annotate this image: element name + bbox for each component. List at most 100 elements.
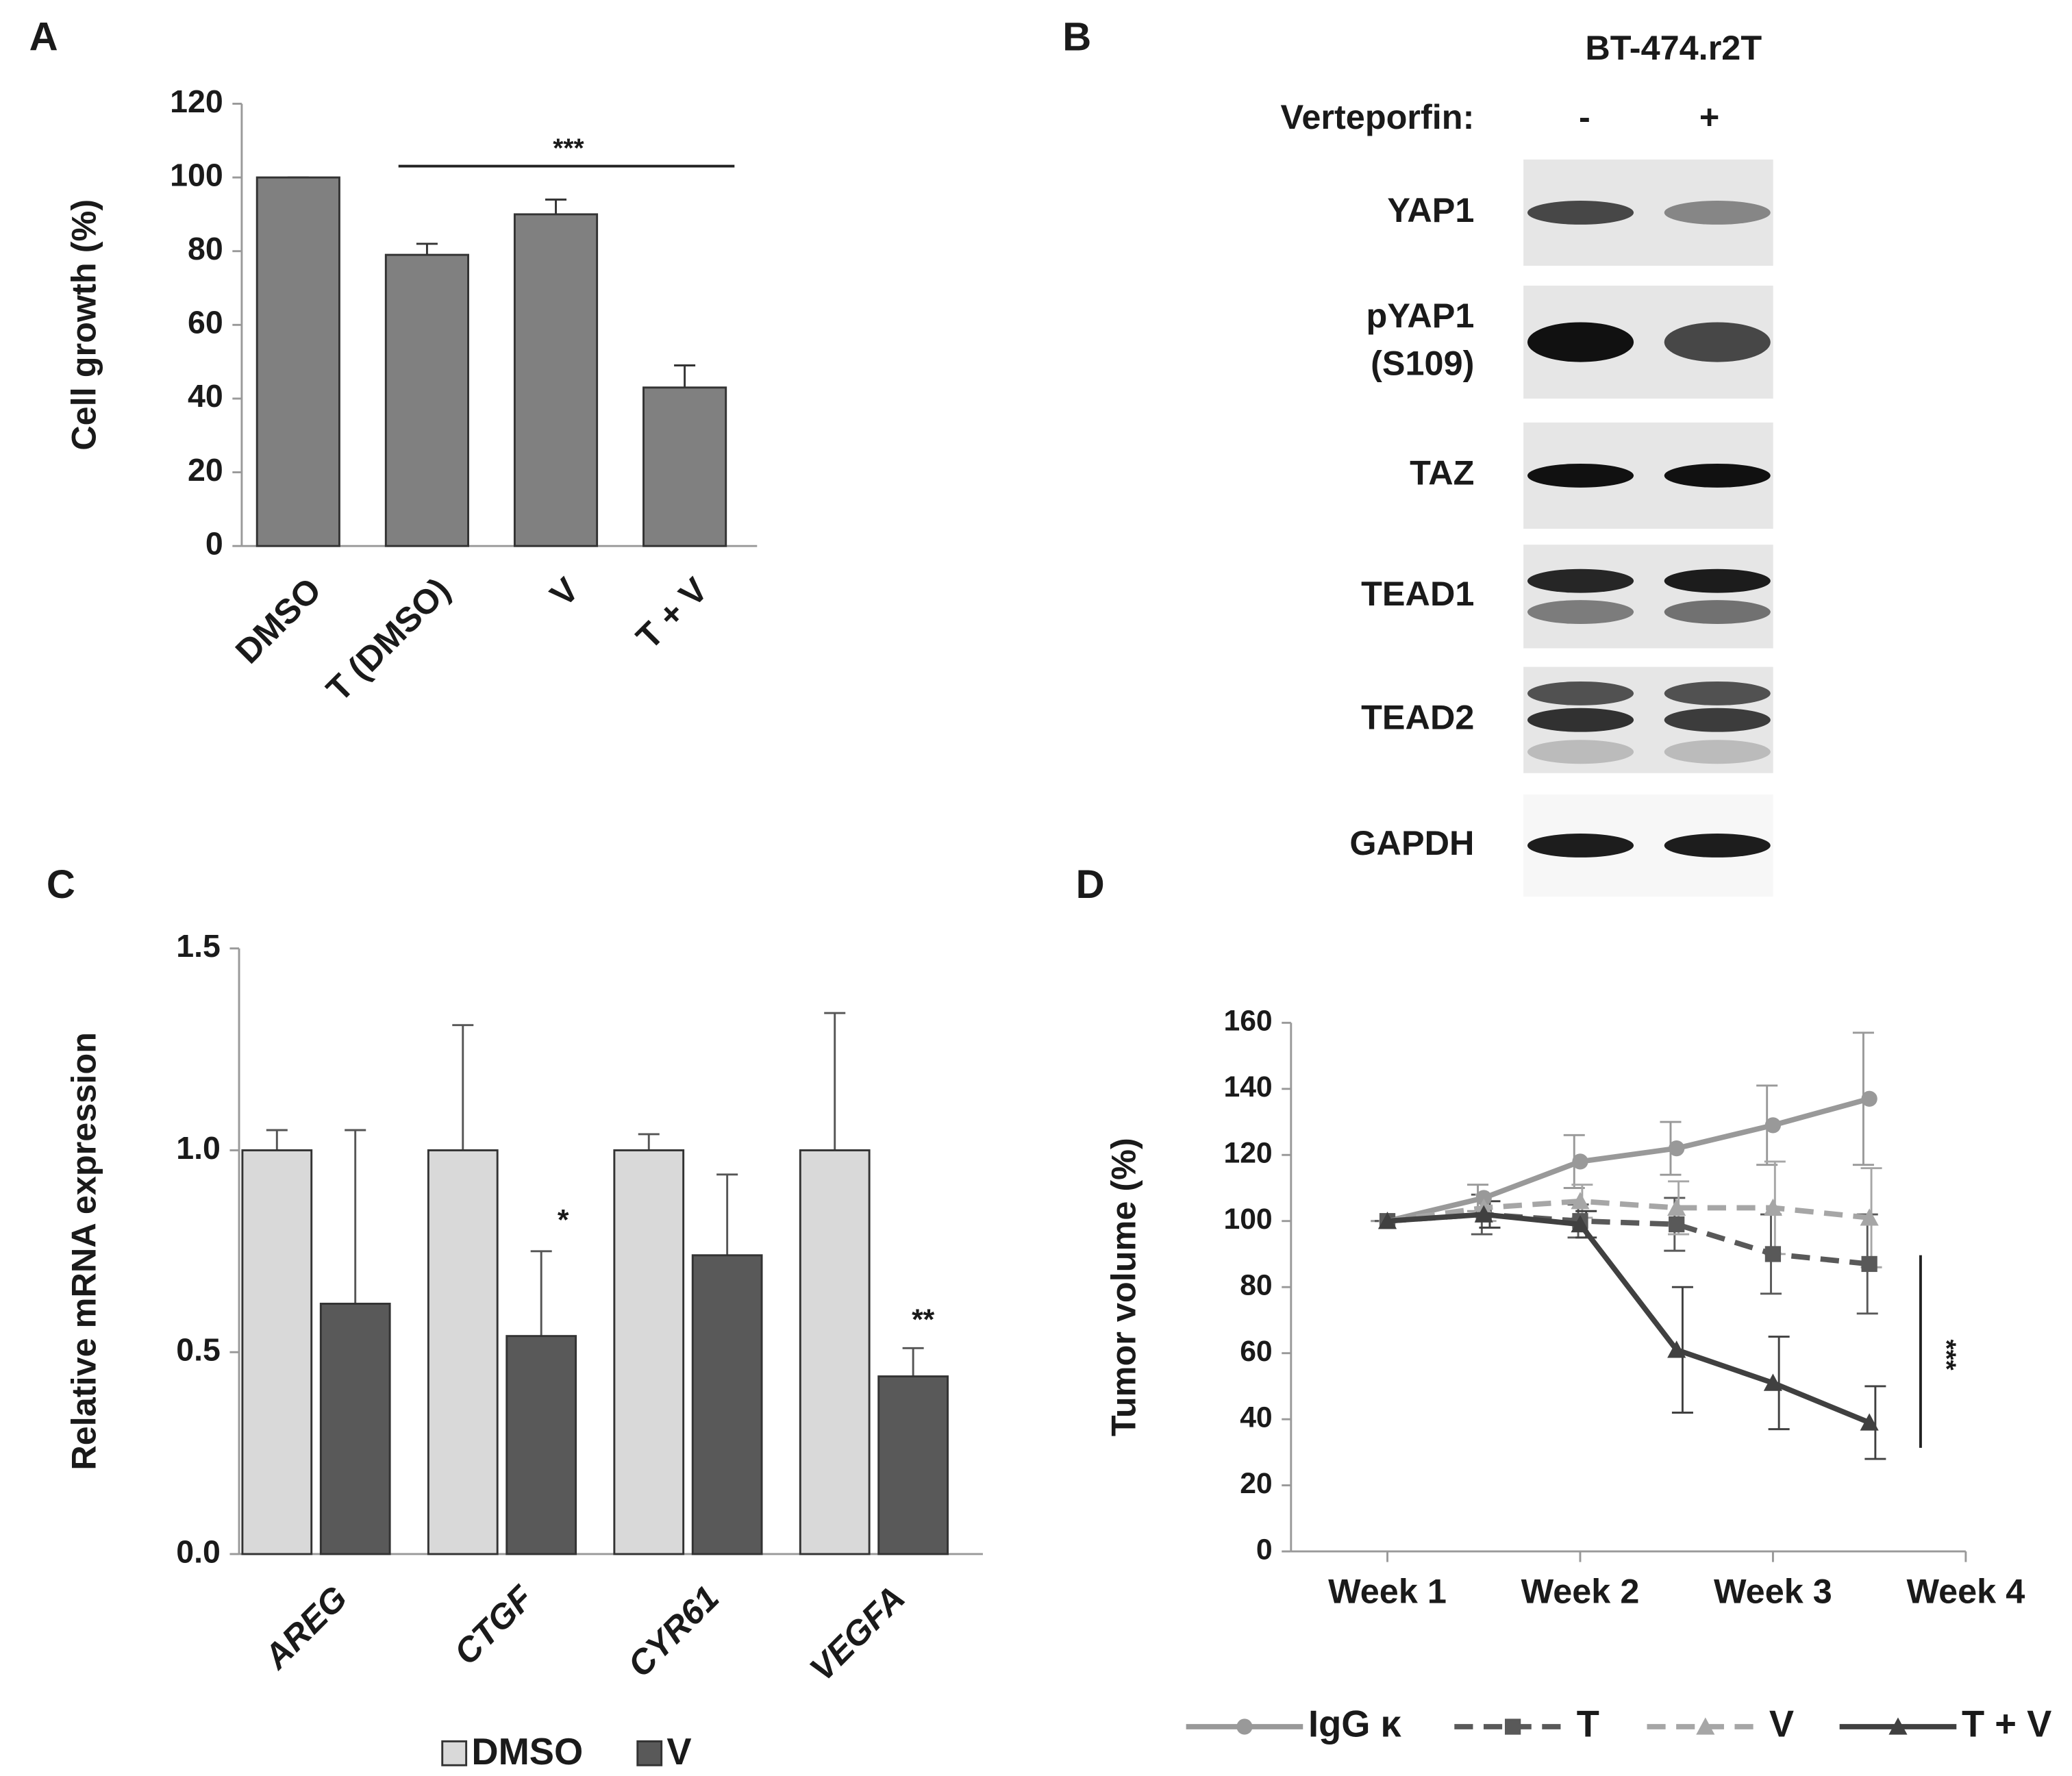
- point: [1474, 1205, 1493, 1223]
- legend-label: T: [1577, 1703, 1599, 1744]
- series-line: [1387, 1212, 1870, 1267]
- legend-marker: [1505, 1718, 1521, 1735]
- legend-label: DMSO: [471, 1731, 583, 1773]
- protein-label: GAPDH: [1349, 823, 1474, 862]
- point: [1860, 1208, 1879, 1226]
- point: [1860, 1413, 1879, 1431]
- annotation: ***: [553, 134, 584, 164]
- bar: [613, 1149, 685, 1555]
- treatment-label: Verteporfin:: [1281, 97, 1475, 136]
- y-tick-label: 0: [1256, 1533, 1273, 1566]
- bar: [513, 213, 599, 547]
- legend-label: T + V: [1962, 1703, 2051, 1744]
- point: [1763, 1373, 1782, 1391]
- bar: [241, 1149, 313, 1555]
- y-tick-label: 1.5: [176, 928, 221, 964]
- legend-marker: [1236, 1718, 1253, 1735]
- series-line: [1386, 1096, 1871, 1224]
- bar: [691, 1254, 763, 1555]
- y-tick-label: 100: [1223, 1203, 1272, 1236]
- protein-label: YAP1: [1387, 190, 1474, 229]
- series-line: [1387, 1198, 1870, 1224]
- blot-band: [1664, 568, 1771, 593]
- legend-swatch: [636, 1740, 663, 1766]
- blot-band: [1527, 600, 1634, 625]
- blot-band: [1664, 833, 1771, 858]
- point: [1764, 1246, 1782, 1262]
- y-tick-label: 140: [1223, 1071, 1272, 1103]
- y-tick-label: 20: [188, 452, 223, 488]
- point: [1572, 1153, 1588, 1170]
- blot-band: [1664, 740, 1771, 764]
- blot-band: [1664, 322, 1771, 362]
- point: [1861, 1090, 1877, 1107]
- bar: [505, 1335, 577, 1555]
- legend-swatch: [441, 1740, 468, 1766]
- blot-band: [1527, 708, 1634, 732]
- panel-letter: D: [1076, 862, 1105, 907]
- protein-label: (S109): [1371, 344, 1474, 383]
- panel-letter: A: [29, 15, 58, 60]
- y-axis-title: Cell growth (%): [64, 199, 103, 451]
- panel-letter: B: [1062, 15, 1091, 60]
- point: [1377, 1212, 1397, 1229]
- protein-label: TEAD1: [1361, 574, 1474, 613]
- x-tick-label: DMSO: [227, 570, 328, 671]
- y-tick-label: 0.5: [176, 1332, 221, 1368]
- legend-label: V: [666, 1731, 691, 1773]
- legend-label: IgG κ: [1308, 1703, 1402, 1744]
- point: [1861, 1255, 1877, 1273]
- y-tick-label: 40: [1240, 1401, 1272, 1434]
- y-tick-label: 1.0: [176, 1130, 221, 1166]
- bar: [427, 1149, 499, 1555]
- protein-label: TEAD2: [1361, 698, 1474, 737]
- legend-marker: [1696, 1717, 1715, 1735]
- blot-band: [1527, 740, 1634, 764]
- blot-band: [1527, 322, 1634, 362]
- y-tick-label: 100: [170, 157, 223, 192]
- blot-band: [1664, 201, 1771, 225]
- annotation: **: [912, 1303, 935, 1336]
- point: [1571, 1192, 1590, 1210]
- point: [1669, 1140, 1685, 1157]
- bar: [877, 1375, 949, 1555]
- blot-band: [1527, 201, 1634, 225]
- x-tick-label: Week 2: [1521, 1571, 1640, 1610]
- point: [1669, 1216, 1685, 1233]
- y-tick-label: 120: [1223, 1137, 1272, 1170]
- annotation: ***: [1932, 1339, 1961, 1371]
- y-tick-label: 20: [1240, 1467, 1272, 1500]
- series-line: [1387, 1212, 1871, 1425]
- point: [1667, 1340, 1686, 1358]
- x-tick-label: Week 1: [1328, 1571, 1447, 1610]
- y-tick-label: 80: [188, 231, 223, 266]
- blot-band: [1527, 681, 1634, 705]
- blot-band: [1527, 568, 1634, 593]
- point: [1571, 1214, 1590, 1233]
- cell-line: BT-474.r2T: [1585, 28, 1762, 67]
- y-tick-label: 80: [1240, 1268, 1272, 1301]
- bar: [642, 386, 727, 547]
- legend-marker: [1888, 1717, 1908, 1735]
- bar: [255, 176, 340, 547]
- panel-letter: C: [47, 862, 75, 907]
- protein-label: pYAP1: [1366, 296, 1475, 335]
- y-tick-label: 40: [188, 378, 223, 414]
- blot-strip: [1523, 545, 1773, 649]
- y-tick-label: 60: [188, 305, 223, 340]
- y-axis-title: Relative mRNA expression: [64, 1032, 103, 1471]
- blot-band: [1664, 600, 1771, 625]
- lane-label: -: [1579, 97, 1590, 136]
- x-tick-label: Week 3: [1714, 1571, 1832, 1610]
- x-tick-label: T + V: [628, 570, 715, 657]
- blot-band: [1664, 463, 1771, 488]
- bar: [799, 1149, 871, 1555]
- legend-label: V: [1769, 1703, 1794, 1744]
- x-tick-label: Week 4: [1906, 1571, 2025, 1610]
- y-tick-label: 160: [1223, 1005, 1272, 1038]
- x-tick-label: T (DMSO): [319, 570, 458, 709]
- y-tick-label: 120: [170, 84, 223, 119]
- x-tick-label: V: [542, 570, 586, 614]
- point: [1475, 1190, 1492, 1206]
